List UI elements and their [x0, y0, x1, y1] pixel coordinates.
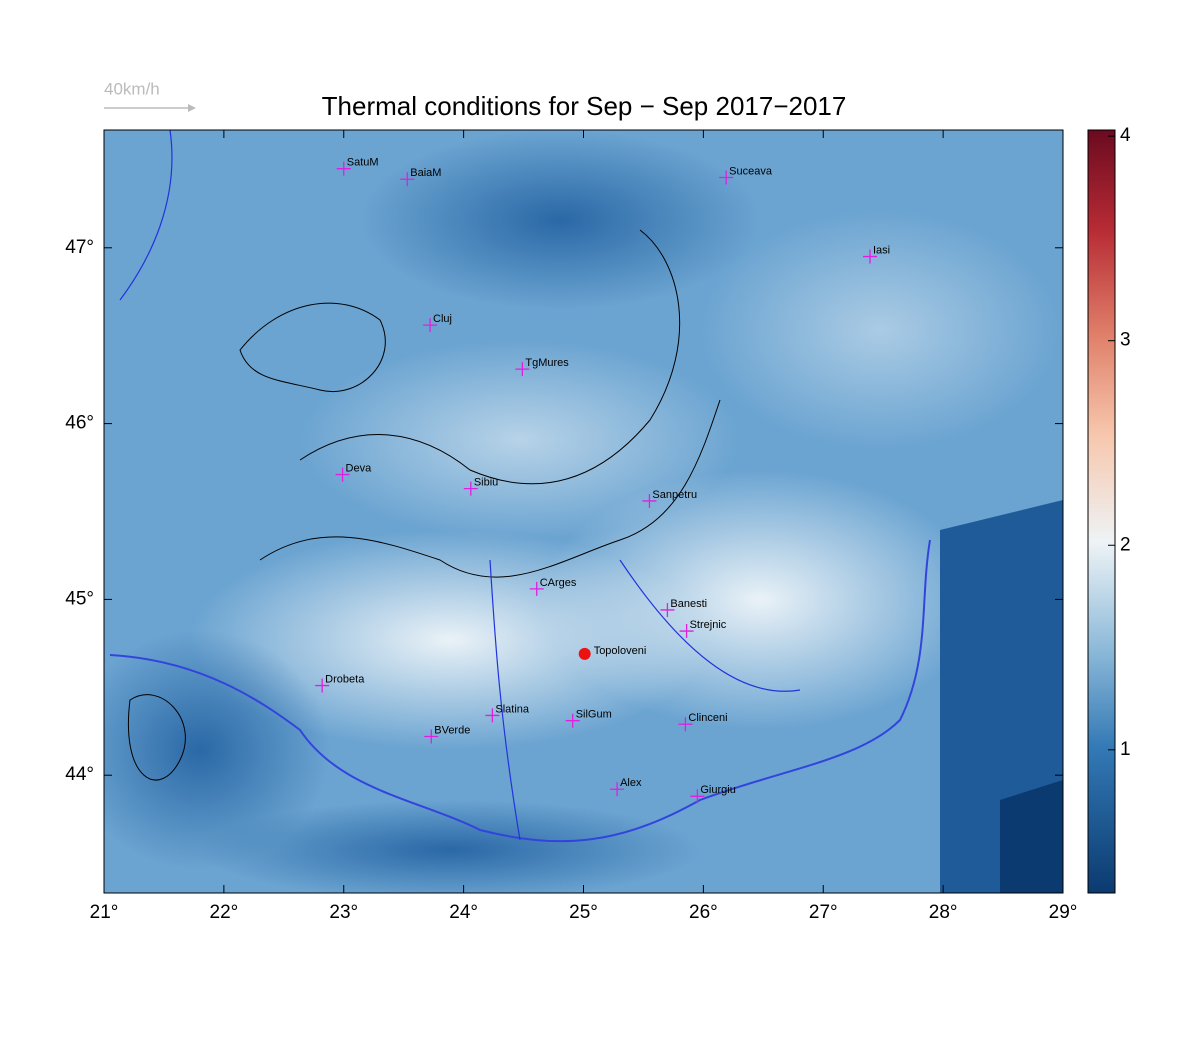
city-marker [529, 581, 544, 596]
city-label: TgMures [525, 357, 569, 369]
y-tick-label: 47° [65, 237, 94, 258]
field-warm [300, 340, 740, 540]
city-label: Sanpetru [652, 489, 697, 501]
city-label: Drobeta [325, 673, 365, 685]
field-cool [200, 800, 700, 893]
city-marker [485, 708, 500, 723]
y-tick-label: 46° [65, 413, 94, 434]
city-marker [315, 678, 330, 693]
city-marker [660, 602, 675, 617]
city-marker [336, 161, 351, 176]
city-label: Sibiu [474, 477, 498, 489]
city-marker [424, 729, 439, 744]
city-marker [463, 481, 478, 496]
city-marker [610, 782, 625, 797]
danube [109, 539, 931, 843]
city-label: Clinceni [688, 712, 727, 724]
city-marker [515, 362, 530, 377]
map-title: Thermal conditions for Sep − Sep 2017−20… [322, 91, 847, 121]
highlight-point [578, 647, 591, 660]
colorbar-tick-label: 3 [1120, 330, 1131, 351]
city-marker [423, 318, 438, 333]
field-cool [104, 630, 330, 870]
city-marker [642, 493, 657, 508]
city-label: Strejnic [690, 619, 727, 631]
city-label: SilGum [576, 709, 612, 721]
city-marker [719, 170, 734, 185]
map-field [104, 130, 1063, 893]
city-label: Deva [346, 462, 373, 474]
city-marker [863, 249, 878, 264]
city-label: BaiaM [410, 167, 441, 179]
wind-legend-label: 40km/h [104, 79, 160, 98]
wind-legend-arrowhead [188, 104, 196, 112]
field-cool [360, 130, 760, 310]
city-label: Suceava [729, 165, 773, 177]
city-marker [690, 789, 705, 804]
x-tick-label: 26° [689, 902, 718, 923]
y-tick-label: 45° [65, 588, 94, 609]
field-warm [700, 210, 1060, 450]
city-label: Giurgiu [700, 784, 735, 796]
colorbar-tick-label: 1 [1120, 739, 1131, 760]
city-marker [565, 713, 580, 728]
y-tick-label: 44° [65, 764, 94, 785]
x-tick-label: 22° [210, 902, 239, 923]
city-label: Alex [620, 777, 642, 789]
city-marker [678, 717, 693, 732]
x-tick-label: 25° [569, 902, 598, 923]
city-label: Iasi [873, 244, 890, 256]
city-marker [335, 467, 350, 482]
field-warm [540, 470, 980, 730]
x-tick-label: 21° [90, 902, 119, 923]
city-marker [679, 624, 694, 639]
city-label: Cluj [433, 313, 452, 325]
colorbar [1087, 129, 1116, 894]
city-label: Slatina [495, 703, 530, 715]
colorbar-tick-label: 2 [1120, 534, 1131, 555]
city-label: BVerde [434, 724, 470, 736]
x-tick-label: 29° [1049, 902, 1078, 923]
x-tick-label: 28° [929, 902, 958, 923]
city-label: SatuM [347, 157, 379, 169]
overlay: 21° 22° 23° 24° 25° 26° 27° 28° 29° 44° 45° 46° 47° 1… [65, 125, 1131, 923]
x-tick-label: 27° [809, 902, 838, 923]
river [119, 130, 801, 841]
city-marker [400, 172, 415, 187]
black-sea-deep [1000, 780, 1063, 893]
contour [259, 229, 721, 578]
city-label: Banesti [670, 598, 707, 610]
contour [128, 302, 386, 781]
colorbar-tick-label: 4 [1120, 125, 1131, 146]
city-label: CArges [540, 577, 577, 589]
x-tick-label: 24° [449, 902, 478, 923]
highlight-label: Topoloveni [594, 645, 647, 657]
x-tick-label: 23° [329, 902, 358, 923]
